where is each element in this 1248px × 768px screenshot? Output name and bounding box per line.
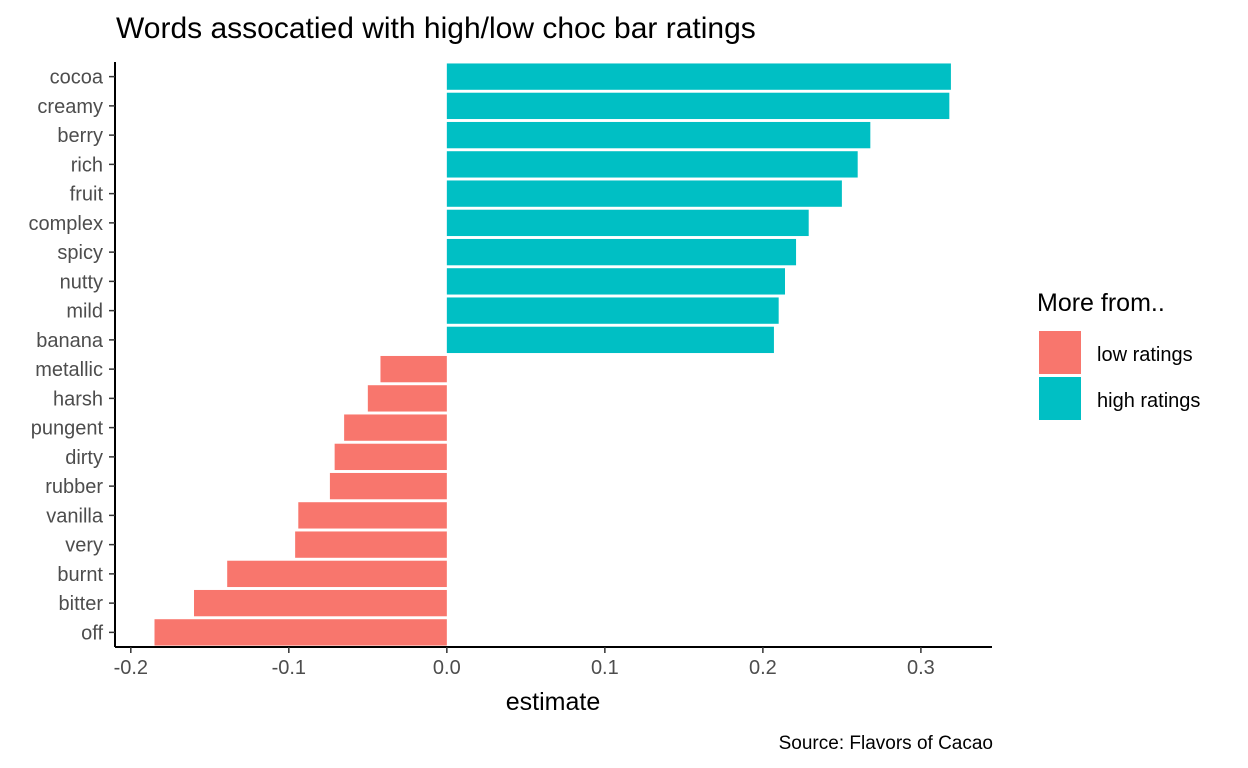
- y-tick-label: bitter: [59, 593, 104, 615]
- y-tick-label: harsh: [53, 388, 103, 410]
- bar-metallic: [380, 355, 447, 383]
- y-tick-label: berry: [57, 125, 103, 147]
- x-tick-label: -0.1: [272, 657, 306, 679]
- x-tick-label: 0.0: [433, 657, 461, 679]
- legend-title: More from..: [1037, 289, 1165, 317]
- bar-burnt: [227, 560, 447, 588]
- y-tick-label: burnt: [57, 564, 103, 586]
- bar-harsh: [367, 385, 447, 412]
- bar-cocoa: [446, 63, 951, 90]
- legend: More from.. low ratings high ratings: [1037, 289, 1200, 420]
- bar-berry: [446, 121, 871, 149]
- y-tick-label: spicy: [57, 242, 103, 264]
- x-axis-ticks: -0.2 -0.1 0.0 0.1 0.2 0.3: [114, 647, 935, 679]
- bar-rich: [446, 151, 858, 178]
- y-tick-label: nutty: [60, 271, 103, 293]
- bar-very: [295, 531, 447, 558]
- chart-caption: Source: Flavors of Cacao: [779, 733, 993, 754]
- y-tick-label: complex: [29, 213, 103, 235]
- bar-dirty: [334, 443, 447, 471]
- x-axis-title: estimate: [506, 688, 600, 716]
- x-tick-label: 0.1: [591, 657, 619, 679]
- bar-vanilla: [298, 502, 447, 529]
- bar-complex: [446, 209, 809, 237]
- y-tick-label: dirty: [65, 447, 103, 469]
- y-tick-label: rich: [71, 154, 103, 176]
- y-tick-label: vanilla: [46, 505, 104, 527]
- legend-swatch-high: [1039, 377, 1081, 420]
- bar-bitter: [194, 589, 447, 617]
- bar-off: [154, 619, 447, 646]
- legend-swatch-low: [1039, 331, 1081, 374]
- y-tick-label: creamy: [37, 96, 103, 118]
- y-tick-label: cocoa: [50, 67, 104, 89]
- y-tick-label: banana: [36, 330, 104, 352]
- y-tick-label: off: [81, 622, 103, 644]
- y-tick-label: metallic: [35, 359, 103, 381]
- y-tick-label: rubber: [45, 476, 103, 498]
- legend-label-high: high ratings: [1097, 390, 1200, 412]
- bar-banana: [446, 326, 774, 354]
- bar-mild: [446, 297, 779, 324]
- bar-creamy: [446, 92, 950, 120]
- y-tick-label: very: [65, 535, 103, 557]
- bar-rubber: [329, 472, 447, 500]
- bar-fruit: [446, 180, 842, 207]
- legend-label-low: low ratings: [1097, 344, 1193, 366]
- bar-pungent: [344, 414, 447, 441]
- y-axis-ticks: cocoa creamy berry rich fruit complex spicy nut…: [29, 67, 115, 644]
- bar-spicy: [446, 238, 797, 266]
- x-tick-label: 0.3: [907, 657, 935, 679]
- y-tick-label: pungent: [31, 418, 104, 440]
- x-tick-label: -0.2: [114, 657, 148, 679]
- chart-title: Words assocatied with high/low choc bar …: [116, 12, 756, 45]
- y-tick-label: mild: [66, 301, 103, 323]
- x-tick-label: 0.2: [749, 657, 777, 679]
- bars-group: [154, 63, 951, 646]
- bar-nutty: [446, 268, 785, 295]
- y-tick-label: fruit: [70, 184, 104, 206]
